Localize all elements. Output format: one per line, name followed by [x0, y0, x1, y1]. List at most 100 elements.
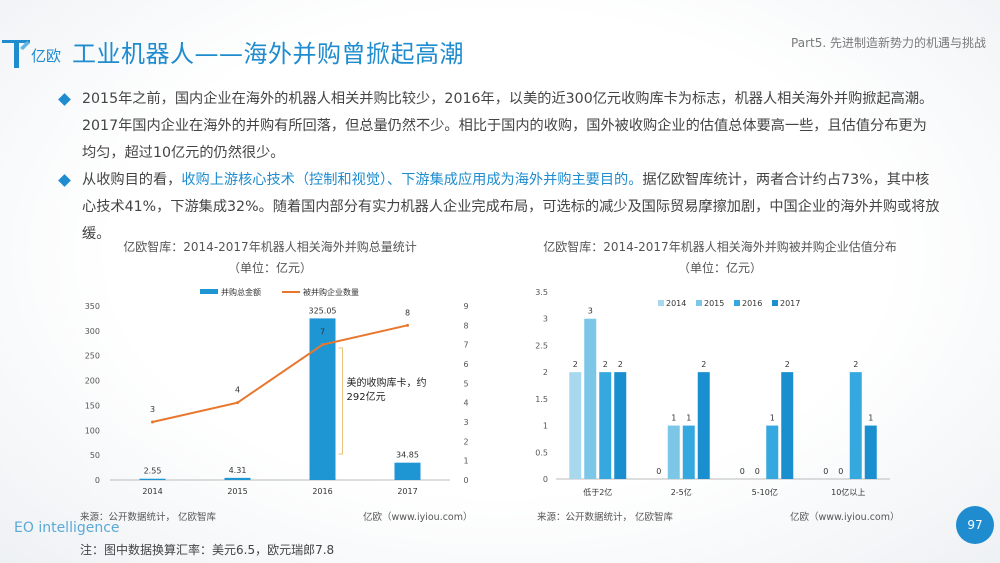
y2-tick-label: 4 [463, 399, 468, 408]
line-acquired-count [152, 324, 408, 423]
chart-total-amount: 0 50 100 150 200 250 300 350 0 1 2 3 4 5 6 7 8 9 2.55 4.31 3… [85, 287, 469, 496]
bar-value-label: 1 [770, 414, 775, 423]
y-tick-label: 3 [543, 315, 548, 324]
line-point [321, 343, 324, 347]
bar-value-label: 1 [671, 414, 676, 423]
y-tick-label: 300 [85, 327, 100, 336]
legend-label: 2017 [780, 299, 800, 308]
bullet-text: 据亿欧智库统计，两者合计约占73%，其中核心技术41%，下游集成32%。随着国内… [82, 172, 940, 242]
bar-2015 [584, 318, 597, 479]
bar-total-amount [224, 477, 251, 480]
bar-value-label: 34.85 [396, 451, 419, 460]
legend-swatch [658, 300, 664, 306]
bar-value-label: 1 [868, 414, 873, 423]
line-value-label: 8 [405, 308, 410, 317]
chart2-source: 来源：公开数据统计， 亿欧智库 [537, 512, 674, 523]
y-tick-label: 250 [85, 352, 100, 361]
section-label: Part5. 先进制造新势力的机遇与挑战 [791, 36, 986, 50]
bullet-list: 2015年之前，国内企业在海外的机器人相关并购比较少，2016年，以美的近300… [58, 86, 940, 248]
bar-value-label: 2 [573, 360, 578, 369]
page-title: 工业机器人——海外并购曾掀起高潮 [72, 40, 464, 68]
chart2-title: 亿欧智库：2014-2017年机器人相关海外并购被并购企业估值分布 [543, 240, 897, 254]
bullet-text: 从收购目的看， [82, 172, 182, 188]
legend-swatch [696, 300, 702, 306]
chart1-source: 来源：公开数据统计， 亿欧智库 [80, 512, 217, 523]
legend-swatch [734, 300, 740, 306]
y2-tick-label: 3 [463, 418, 468, 427]
exchange-rate-note: 注：图中数据换算汇率：美元6.5，欧元瑞郎7.8 [80, 543, 335, 557]
bar-value-label: 0 [740, 467, 745, 476]
chart-valuation-distribution: 0 0.5 1 1.5 2 2.5 3 3.5 2 3 2 2 低于2亿 0 1 1 2 2-5亿 0 0 1 2 5-10… [535, 288, 890, 497]
y-tick-label: 2.5 [535, 341, 548, 350]
annotation-text: 美的收购库卡，约 [347, 376, 427, 389]
legend-label: 2014 [666, 299, 686, 308]
y2-tick-label: 1 [463, 457, 468, 466]
line-point [236, 401, 239, 405]
page-number: 97 [956, 506, 994, 544]
y-tick-label: 3.5 [535, 288, 548, 297]
bar-value-label: 0 [838, 467, 843, 476]
line-point [406, 323, 409, 327]
y2-tick-label: 5 [463, 379, 468, 388]
logo: 亿欧 [2, 40, 61, 68]
y-tick-label: 1 [543, 422, 548, 431]
y2-tick-label: 6 [463, 360, 468, 369]
bullet-text: 2015年之前，国内企业在海外的机器人相关并购比较少，2016年，以美的近300… [82, 91, 934, 161]
x-tick-label: 5-10亿 [752, 487, 778, 497]
logo-text: 亿欧 [31, 47, 61, 65]
logo-mark [2, 40, 30, 68]
bar-value-label: 0 [755, 467, 760, 476]
y-tick-label: 0 [543, 475, 548, 484]
x-tick-label: 低于2亿 [583, 487, 612, 497]
legend-label: 被并购企业数量 [303, 287, 359, 297]
bullet-item-2: 从收购目的看，收购上游核心技术（控制和视觉）、下游集成应用成为海外并购主要目的。… [58, 167, 940, 248]
diamond-bullet-icon [58, 93, 71, 106]
bar-total-amount [139, 478, 166, 480]
chart1-unit: （单位：亿元） [227, 261, 312, 275]
bar-2016 [682, 425, 695, 479]
logo-accent [20, 41, 30, 50]
chart1-source-site: 亿欧（www.iyiou.com） [363, 512, 473, 523]
bar-value-label: 1 [686, 414, 691, 423]
bar-value-label: 0 [656, 467, 661, 476]
chart2-legend: 2014 2015 2016 2017 [658, 299, 800, 308]
bar-2016 [599, 372, 612, 479]
x-tick-label: 10亿以上 [831, 487, 865, 497]
line-value-label: 7 [320, 328, 325, 337]
y-tick-label: 350 [85, 302, 100, 311]
y2-tick-label: 8 [463, 321, 468, 330]
annotation-bracket [338, 347, 343, 455]
x-tick-label: 2015 [227, 487, 247, 496]
chart2-unit: （单位：亿元） [677, 261, 762, 275]
legend-label: 2015 [704, 299, 724, 308]
y2-tick-label: 7 [463, 341, 468, 350]
bar-value-label: 2 [603, 360, 608, 369]
y2-tick-label: 0 [463, 476, 468, 485]
bar-2016 [849, 372, 862, 479]
legend-swatch-bar [200, 289, 218, 294]
bar-total-amount [394, 462, 421, 480]
x-tick-label: 2014 [142, 487, 162, 496]
diamond-bullet-icon [58, 174, 71, 187]
line-value-label: 4 [235, 386, 240, 395]
line-value-label: 3 [150, 405, 155, 414]
y-tick-label: 0.5 [535, 448, 548, 457]
y2-tick-label: 9 [463, 302, 468, 311]
bar-value-label: 2 [701, 360, 706, 369]
bar-2017 [864, 425, 877, 479]
y-tick-label: 200 [85, 377, 100, 386]
y-tick-label: 0 [95, 476, 100, 485]
bar-value-label: 325.05 [309, 306, 337, 315]
bar-2015 [667, 425, 680, 479]
line-point [151, 420, 154, 424]
x-tick-label: 2016 [312, 487, 332, 496]
bar-value-label: 3 [588, 307, 593, 316]
legend-swatch [772, 300, 778, 306]
x-tick-label: 2-5亿 [671, 487, 692, 497]
bullet-item-1: 2015年之前，国内企业在海外的机器人相关并购比较少，2016年，以美的近300… [58, 86, 940, 167]
bar-value-label: 2 [853, 360, 858, 369]
legend-label: 2016 [742, 299, 762, 308]
legend-label: 并购总金额 [221, 287, 261, 297]
x-tick-label: 2017 [397, 487, 417, 496]
